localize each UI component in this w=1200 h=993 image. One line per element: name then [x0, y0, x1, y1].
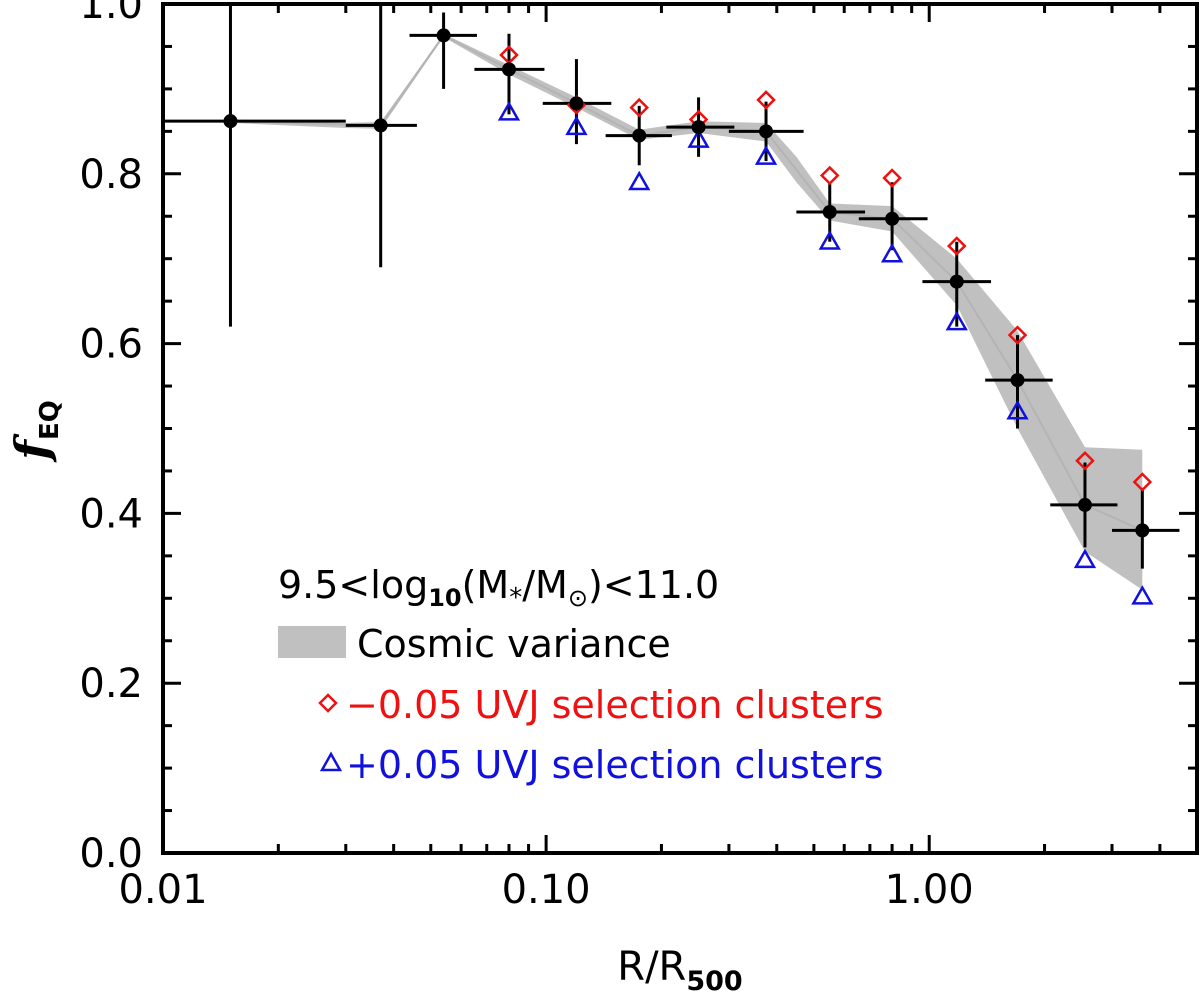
legend-mass-range: 9.5<log10(M*/M⊙)<11.0 — [278, 563, 719, 613]
legend-mass-mid1: (M — [462, 563, 510, 607]
main-point-10 — [949, 274, 964, 289]
main-point-12 — [1077, 497, 1092, 512]
legend-mass-prefix: 9.5<log — [278, 563, 428, 607]
main-point-1 — [373, 118, 388, 133]
main-series-connector-line — [230, 34, 1143, 532]
red-diamond-marker-6 — [882, 168, 902, 188]
legend-band-label: Cosmic variance — [357, 622, 671, 666]
main-point-8 — [822, 205, 837, 220]
main-point-7 — [759, 124, 774, 139]
main-point-9 — [885, 211, 900, 226]
blue-triangle-marker-2 — [628, 170, 651, 191]
y-tick-label: 0.0 — [79, 831, 143, 877]
main-point-5 — [632, 128, 647, 143]
blue-triangle-marker-3 — [687, 128, 710, 148]
connector-line-layer — [230, 34, 1143, 532]
main-point-0 — [223, 114, 238, 129]
main-point-13 — [1135, 523, 1150, 538]
blue-triangle-marker-10 — [1131, 585, 1154, 605]
red-diamond-marker-2 — [629, 97, 649, 118]
blue-triangle-marker-8 — [1006, 400, 1029, 420]
main-point-11 — [1010, 373, 1025, 388]
red-diamond-marker-10 — [1132, 472, 1153, 492]
y-tick-label: 1.0 — [79, 0, 143, 28]
legend: 9.5<log10(M*/M⊙)<11.0 Cosmic variance −0.0… — [278, 563, 884, 787]
y-tick-label: 0.2 — [79, 661, 143, 707]
legend-band-swatch — [278, 626, 346, 658]
y-tick-label: 0.8 — [79, 152, 143, 198]
blue-triangle-marker-9 — [1073, 548, 1097, 569]
blue-triangle-marker-7 — [945, 310, 968, 331]
cosmic-variance-band — [230, 33, 1143, 590]
red-diamond-marker-7 — [946, 236, 967, 256]
x-axis-title-main: R/R — [617, 944, 686, 990]
x-axis-title: R/R500 — [617, 944, 742, 993]
main-point-6 — [691, 120, 706, 135]
main-point-2 — [436, 28, 451, 43]
blue-triangle-marker-0 — [497, 101, 521, 121]
red-diamond-marker-9 — [1075, 450, 1095, 471]
x-tick-label: 1.00 — [885, 867, 974, 913]
marker-layer — [223, 28, 1154, 605]
x-tick-label: 0.01 — [118, 867, 207, 913]
legend-mass-subscript: 10 — [428, 584, 461, 612]
y-axis-title-subscript: EQ — [35, 400, 65, 440]
legend-mass-sun: ⊙ — [568, 584, 588, 612]
axis-layer — [161, 2, 1199, 855]
legend-mass-star: * — [509, 583, 522, 613]
legend-red-diamond-marker — [318, 693, 338, 713]
label-layer: 0.0 0.2 0.4 0.6 0.8 1.0 0.01 0.10 1.00 R/R500 fEQ — [5, 0, 974, 993]
red-diamond-marker-5 — [819, 165, 840, 186]
blue-triangle-marker-1 — [565, 115, 588, 136]
blue-triangle-marker-4 — [754, 145, 778, 165]
legend-blue-label: +0.05 UVJ selection clusters — [346, 743, 884, 787]
legend-blue-triangle-marker — [319, 751, 343, 772]
y-tick-label: 0.4 — [79, 491, 143, 537]
blue-triangle-marker-5 — [818, 230, 841, 250]
errorbar-layer — [163, 4, 1180, 569]
x-tick-label: 0.10 — [502, 867, 591, 913]
blue-triangle-marker-6 — [880, 242, 904, 263]
cosmic-variance-band-layer — [230, 33, 1143, 590]
legend-red-label: −0.05 UVJ selection clusters — [346, 683, 884, 727]
main-point-3 — [501, 62, 516, 77]
red-diamond-marker-8 — [1007, 325, 1028, 345]
y-axis-title: fEQ — [5, 400, 65, 463]
main-point-4 — [569, 96, 584, 111]
y-tick-label: 0.6 — [79, 322, 143, 368]
legend-mass-mid2: /M — [522, 563, 568, 607]
legend-mass-suffix: )<11.0 — [588, 563, 719, 607]
x-axis-title-subscript: 500 — [686, 966, 742, 993]
red-diamond-marker-4 — [756, 90, 776, 110]
